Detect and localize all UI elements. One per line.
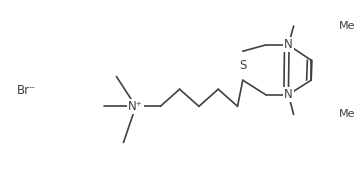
Text: N: N [284,38,293,52]
Text: Br⁻: Br⁻ [17,84,37,98]
Text: N⁺: N⁺ [128,100,143,113]
Text: Me: Me [339,21,356,31]
Text: Me: Me [339,110,356,119]
Text: S: S [239,59,247,72]
Text: N: N [284,88,293,101]
